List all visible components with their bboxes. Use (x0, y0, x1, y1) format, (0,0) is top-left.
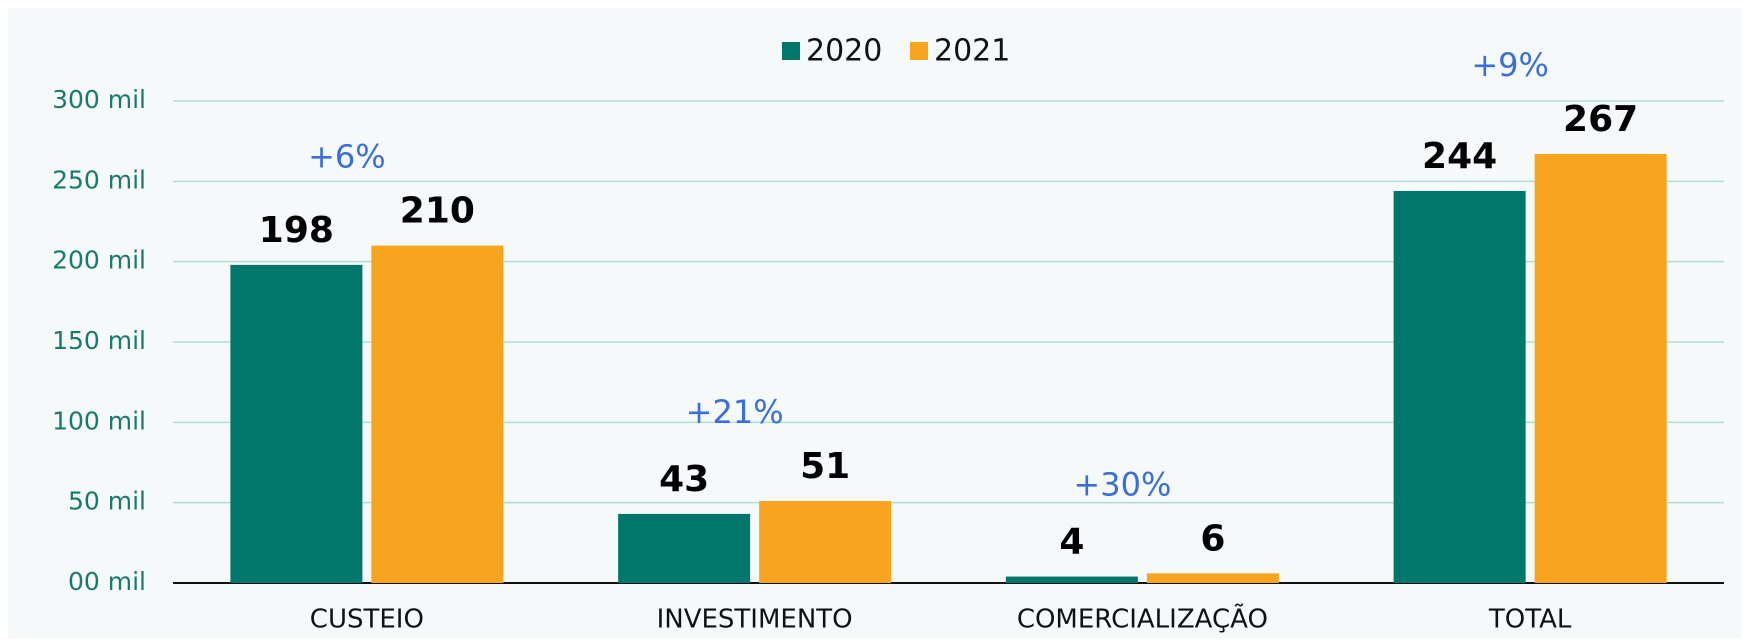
data-label: 4 (1059, 522, 1084, 563)
y-tick-label: 00 mil (68, 567, 146, 596)
data-label: 6 (1200, 518, 1225, 559)
legend-swatch (910, 42, 928, 60)
annotation: +30% (1073, 465, 1171, 503)
bar (1146, 573, 1279, 583)
annotation: +6% (308, 138, 386, 176)
annotation: +9% (1471, 46, 1549, 84)
y-tick-label: 300 mil (52, 85, 146, 114)
y-tick-label: 200 mil (52, 246, 146, 275)
bar (371, 245, 504, 583)
annotation: +21% (686, 393, 784, 431)
x-tick-label: INVESTIMENTO (657, 605, 853, 635)
data-label: 198 (259, 210, 334, 251)
legend-label: 2020 (806, 34, 882, 69)
legend-label: 2021 (934, 34, 1010, 69)
x-tick-label: TOTAL (1488, 605, 1572, 635)
legend-swatch (782, 42, 800, 60)
x-tick-label: COMERCIALIZAÇÃO (1017, 603, 1268, 635)
bar (1534, 154, 1667, 583)
y-tick-label: 150 mil (52, 326, 146, 355)
data-label: 51 (800, 446, 850, 487)
data-label: 244 (1422, 136, 1497, 177)
bar (1005, 576, 1138, 583)
bar (618, 513, 751, 583)
data-label: 267 (1563, 99, 1638, 140)
data-label: 210 (400, 191, 475, 232)
bar (230, 264, 363, 583)
y-tick-label: 50 mil (68, 487, 146, 516)
bar (1393, 190, 1526, 583)
bar (759, 501, 892, 583)
y-tick-label: 250 mil (52, 165, 146, 194)
y-tick-label: 100 mil (52, 406, 146, 435)
x-tick-label: CUSTEIO (310, 605, 424, 635)
data-label: 43 (659, 459, 709, 500)
